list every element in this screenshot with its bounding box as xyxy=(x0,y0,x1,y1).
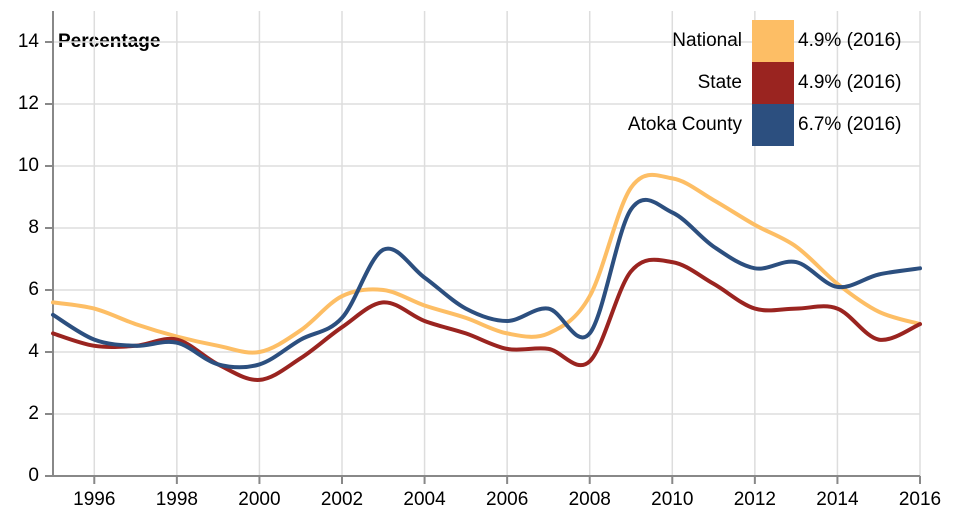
x-tick-label: 2014 xyxy=(816,489,859,510)
line xyxy=(51,257,922,382)
legend: National 4.9% (2016) State 4.9% (2016) Atoka… xyxy=(628,20,902,146)
x-tick-label: 1996 xyxy=(73,489,115,510)
legend-label: National xyxy=(672,30,742,51)
legend-swatch xyxy=(752,20,794,62)
y-tick-label: 2 xyxy=(28,403,39,424)
x-tick-label: 2002 xyxy=(321,489,363,510)
legend-value: 6.7% (2016) xyxy=(798,114,902,135)
x-tick-label: 2016 xyxy=(899,489,941,510)
y-tick-label: 10 xyxy=(18,155,39,176)
legend-label: State xyxy=(698,72,742,93)
x-tick-label: 2010 xyxy=(651,489,693,510)
legend-swatch xyxy=(752,62,794,104)
legend-label: Atoka County xyxy=(628,114,743,135)
x-tick-label: 2008 xyxy=(569,489,611,510)
legend-value: 4.9% (2016) xyxy=(798,30,902,51)
x-tick-label: 2004 xyxy=(403,489,446,510)
line xyxy=(51,197,922,370)
y-tick-label: 4 xyxy=(28,341,39,362)
y-tick-label: 12 xyxy=(18,93,39,114)
plot: 0 2 4 6 8 10 12 14 1996 1998 2000 2002 2004 2006 2008 2… xyxy=(18,11,941,510)
x-tick-label: 1998 xyxy=(156,489,198,510)
legend-value: 4.9% (2016) xyxy=(798,72,902,93)
y-tick-label: 0 xyxy=(28,465,39,486)
legend-swatch xyxy=(752,104,794,146)
y-tick-label: 14 xyxy=(18,31,40,52)
line xyxy=(51,172,922,355)
x-tick-label: 2000 xyxy=(238,489,280,510)
y-tick-label: 6 xyxy=(28,279,39,300)
x-tick-label: 2012 xyxy=(734,489,776,510)
y-tick-label: 8 xyxy=(28,217,39,238)
x-tick-label: 2006 xyxy=(486,489,528,510)
